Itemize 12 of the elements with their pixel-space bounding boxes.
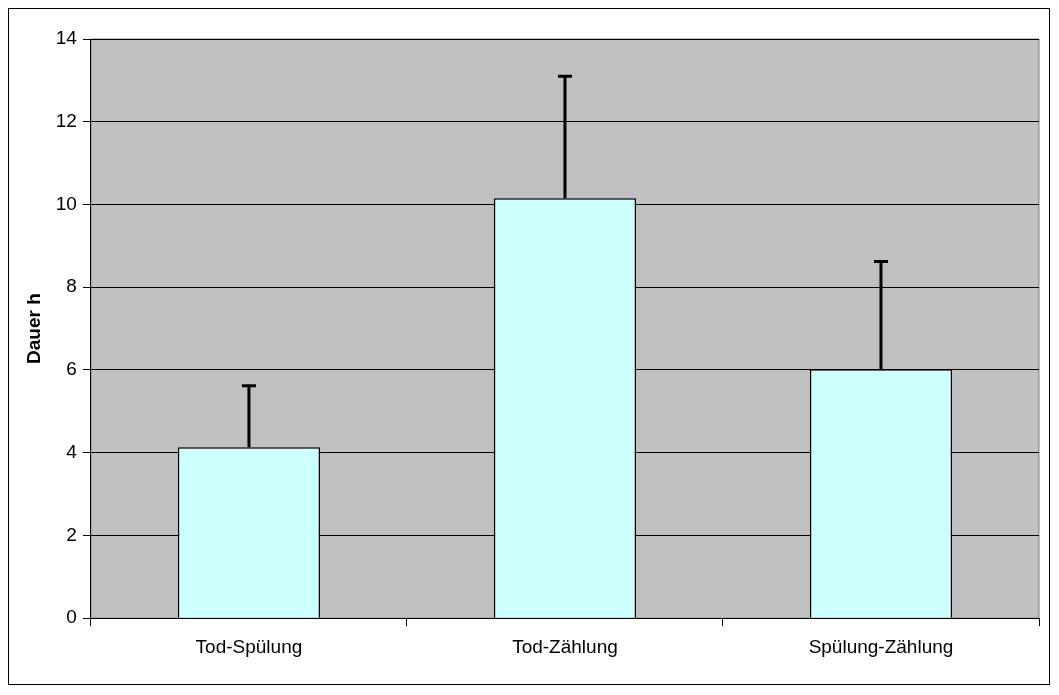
- x-tick-label: Tod-Spülung: [195, 635, 303, 657]
- y-tick-label: 0: [66, 606, 77, 628]
- y-axis-title: Dauer h: [22, 293, 44, 364]
- y-tick-label: 6: [66, 358, 77, 380]
- y-tick-label: 12: [55, 109, 77, 131]
- x-tick-label: Tod-Zählung: [512, 635, 618, 657]
- y-tick-label: 8: [66, 275, 77, 297]
- y-tick-label: 14: [55, 27, 78, 49]
- x-tick-label: Spülung-Zählung: [808, 635, 954, 657]
- y-tick-label: 2: [66, 523, 77, 545]
- y-tick-label: 4: [66, 440, 78, 462]
- y-tick-label: 10: [55, 192, 77, 214]
